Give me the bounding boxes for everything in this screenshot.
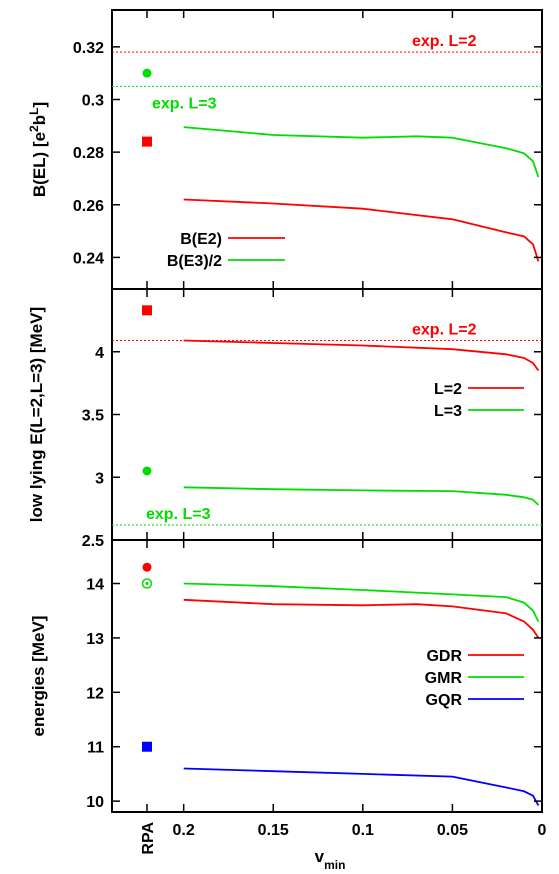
panel-giant-resonances: 10 11 12 13 14 GDR GMR GQR energies [MeV] xyxy=(29,539,543,813)
rpa-point xyxy=(142,305,152,316)
legend-label: L=2 xyxy=(434,381,462,398)
y-tick-label: 12 xyxy=(86,685,104,702)
legend-label: L=3 xyxy=(434,403,462,420)
legend-label: GMR xyxy=(425,670,463,687)
rpa-point xyxy=(141,578,153,589)
reference-label: exp. L=3 xyxy=(152,95,217,112)
panel-giant-resonances-ylabel: energies [MeV] xyxy=(29,616,48,737)
panel-low-lying-ylabel: low lying E(L=2,L=3) [MeV] xyxy=(27,307,46,522)
reference-label: exp. L=3 xyxy=(146,506,211,523)
x-tick-label: 0.2 xyxy=(173,822,195,839)
x-tick-label: 0.05 xyxy=(437,822,468,839)
y-tick-label: 0.26 xyxy=(73,198,104,215)
y-tick-label: 11 xyxy=(87,740,104,757)
panel-low-lying-frame xyxy=(111,288,543,541)
y-tick-label: 0.24 xyxy=(73,250,104,267)
x-axis: 0.2 0.15 0.1 0.05 0 xyxy=(173,822,547,839)
y-tick-label: 0.32 xyxy=(73,40,104,57)
x-axis-label: vmin xyxy=(315,847,346,872)
rpa-tick-label: RPA xyxy=(140,822,157,855)
panel-b-el: exp. L=2 exp. L=3 0.24 0.26 0.28 0.3 0.32 B(E… xyxy=(27,9,543,290)
rpa-point-center xyxy=(145,582,149,586)
legend-label: B(E3)/2 xyxy=(167,253,222,270)
rpa-point xyxy=(142,136,152,147)
y-tick-label: 4 xyxy=(95,345,104,362)
y-tick-label: 13 xyxy=(86,631,104,648)
series-line xyxy=(183,339,540,372)
series-line xyxy=(183,486,540,506)
y-tick-label: 10 xyxy=(86,794,104,811)
series-line xyxy=(183,198,540,262)
series-line xyxy=(183,767,540,806)
y-tick-label: 2.5 xyxy=(82,533,104,550)
y-tick-label: 3.5 xyxy=(82,408,104,425)
series-line xyxy=(183,582,540,622)
rpa-point xyxy=(142,466,152,476)
x-tick-label: 0 xyxy=(538,822,547,839)
legend-label: GQR xyxy=(426,692,463,709)
x-tick-label: 0.1 xyxy=(352,822,374,839)
reference-label: exp. L=2 xyxy=(412,33,477,50)
y-tick-label: 14 xyxy=(86,577,104,594)
y-tick-label: 3 xyxy=(95,470,104,487)
series-line xyxy=(183,598,540,639)
reference-label: exp. L=2 xyxy=(412,321,477,338)
legend-label: B(E2) xyxy=(180,231,222,248)
y-tick-label: 0.3 xyxy=(82,92,104,109)
panel-giant-resonances-frame xyxy=(111,539,543,813)
rpa-point xyxy=(142,741,152,752)
legend-label: GDR xyxy=(426,648,462,665)
panel-low-lying-energy: exp. L=2 exp. L=3 2.5 3 3.5 4 L=2 L=3 low lyi… xyxy=(27,288,543,550)
panel-b-el-ylabel: B(EL) [e2bL] xyxy=(27,102,49,197)
y-tick-label: 0.28 xyxy=(73,145,104,162)
rpa-point xyxy=(142,562,152,572)
series-line xyxy=(183,126,540,178)
x-tick-label: 0.15 xyxy=(258,822,289,839)
rpa-point xyxy=(142,68,152,78)
